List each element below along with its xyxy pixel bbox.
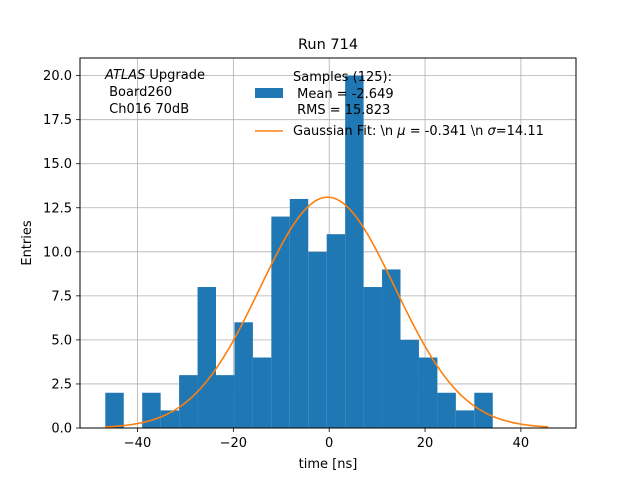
annotation-upgrade: Upgrade	[145, 68, 205, 83]
legend-fit-part-1: Gaussian Fit: \n	[293, 124, 397, 139]
histogram-bar	[400, 339, 419, 428]
histogram-bar	[252, 357, 272, 428]
x-tick-label: −40	[124, 436, 151, 451]
histogram-bar	[363, 287, 383, 428]
histogram-bar	[345, 75, 364, 428]
annotation-atlas: ATLAS	[104, 68, 145, 83]
y-tick-label: 0.0	[51, 422, 72, 437]
legend-hist-line-3: RMS = 15.823	[293, 103, 390, 118]
chart-title: Run 714	[298, 37, 358, 53]
histogram-bar	[234, 322, 253, 428]
y-tick-label: 7.5	[51, 289, 72, 304]
y-tick-label: 2.5	[51, 377, 72, 392]
histogram-bar	[197, 287, 217, 428]
gaussian-fit	[105, 196, 549, 428]
x-tick-label: −20	[220, 436, 247, 451]
x-axis-ticks: −40 −20 0 20 40	[124, 428, 529, 451]
y-tick-label: 12.5	[43, 201, 72, 216]
legend: Samples (125): Mean = -2.649 RMS = 15.82…	[255, 70, 544, 139]
y-tick-label: 15.0	[43, 157, 72, 172]
y-axis-ticks: 0.0 2.5 5.0 7.5 10.0 12.5 15.0 17.5 20.0	[43, 69, 80, 437]
x-axis-label: time [ns]	[299, 457, 358, 472]
annotation-line-2: Board260	[105, 85, 172, 100]
y-tick-label: 17.5	[43, 113, 72, 128]
histogram-bar	[179, 375, 198, 428]
legend-fit-mu: μ	[396, 124, 405, 139]
legend-hist-line-1: Samples (125):	[293, 70, 392, 85]
histogram-bar	[382, 269, 401, 428]
histogram-bar	[271, 216, 290, 428]
y-tick-label: 20.0	[43, 69, 72, 84]
legend-fit-sigma: σ	[488, 124, 497, 139]
legend-fit-part-2: = -0.341 \n	[406, 124, 488, 139]
annotation-line-1: ATLAS Upgrade	[104, 68, 205, 83]
legend-fit-part-3: =14.11	[496, 124, 544, 139]
histogram-bar	[437, 392, 456, 428]
histogram-bar	[418, 357, 438, 428]
histogram-bar	[474, 392, 493, 428]
histogram-bar	[308, 251, 327, 428]
histogram-bar	[216, 375, 235, 428]
y-axis-label: Entries	[20, 220, 35, 266]
histogram-bar	[289, 198, 309, 428]
plot-frame	[79, 57, 577, 429]
histogram-bar	[105, 392, 124, 428]
histogram-bar	[455, 410, 475, 428]
x-tick-label: 0	[325, 436, 333, 451]
atlas-annotation: ATLAS Upgrade Board260 Ch016 70dB	[104, 68, 205, 117]
legend-hist-swatch	[255, 88, 283, 98]
legend-fit-label: Gaussian Fit: \n μ = -0.341 \n σ=14.11	[293, 124, 544, 139]
histogram-bar	[326, 234, 346, 428]
x-tick-label: 40	[513, 436, 530, 451]
x-tick-label: 20	[417, 436, 434, 451]
fit-curve	[105, 196, 549, 428]
annotation-line-3: Ch016 70dB	[105, 102, 189, 117]
histogram-bars	[105, 75, 493, 428]
y-tick-label: 10.0	[43, 245, 72, 260]
y-tick-label: 5.0	[51, 333, 72, 348]
legend-hist-line-2: Mean = -2.649	[293, 87, 394, 102]
